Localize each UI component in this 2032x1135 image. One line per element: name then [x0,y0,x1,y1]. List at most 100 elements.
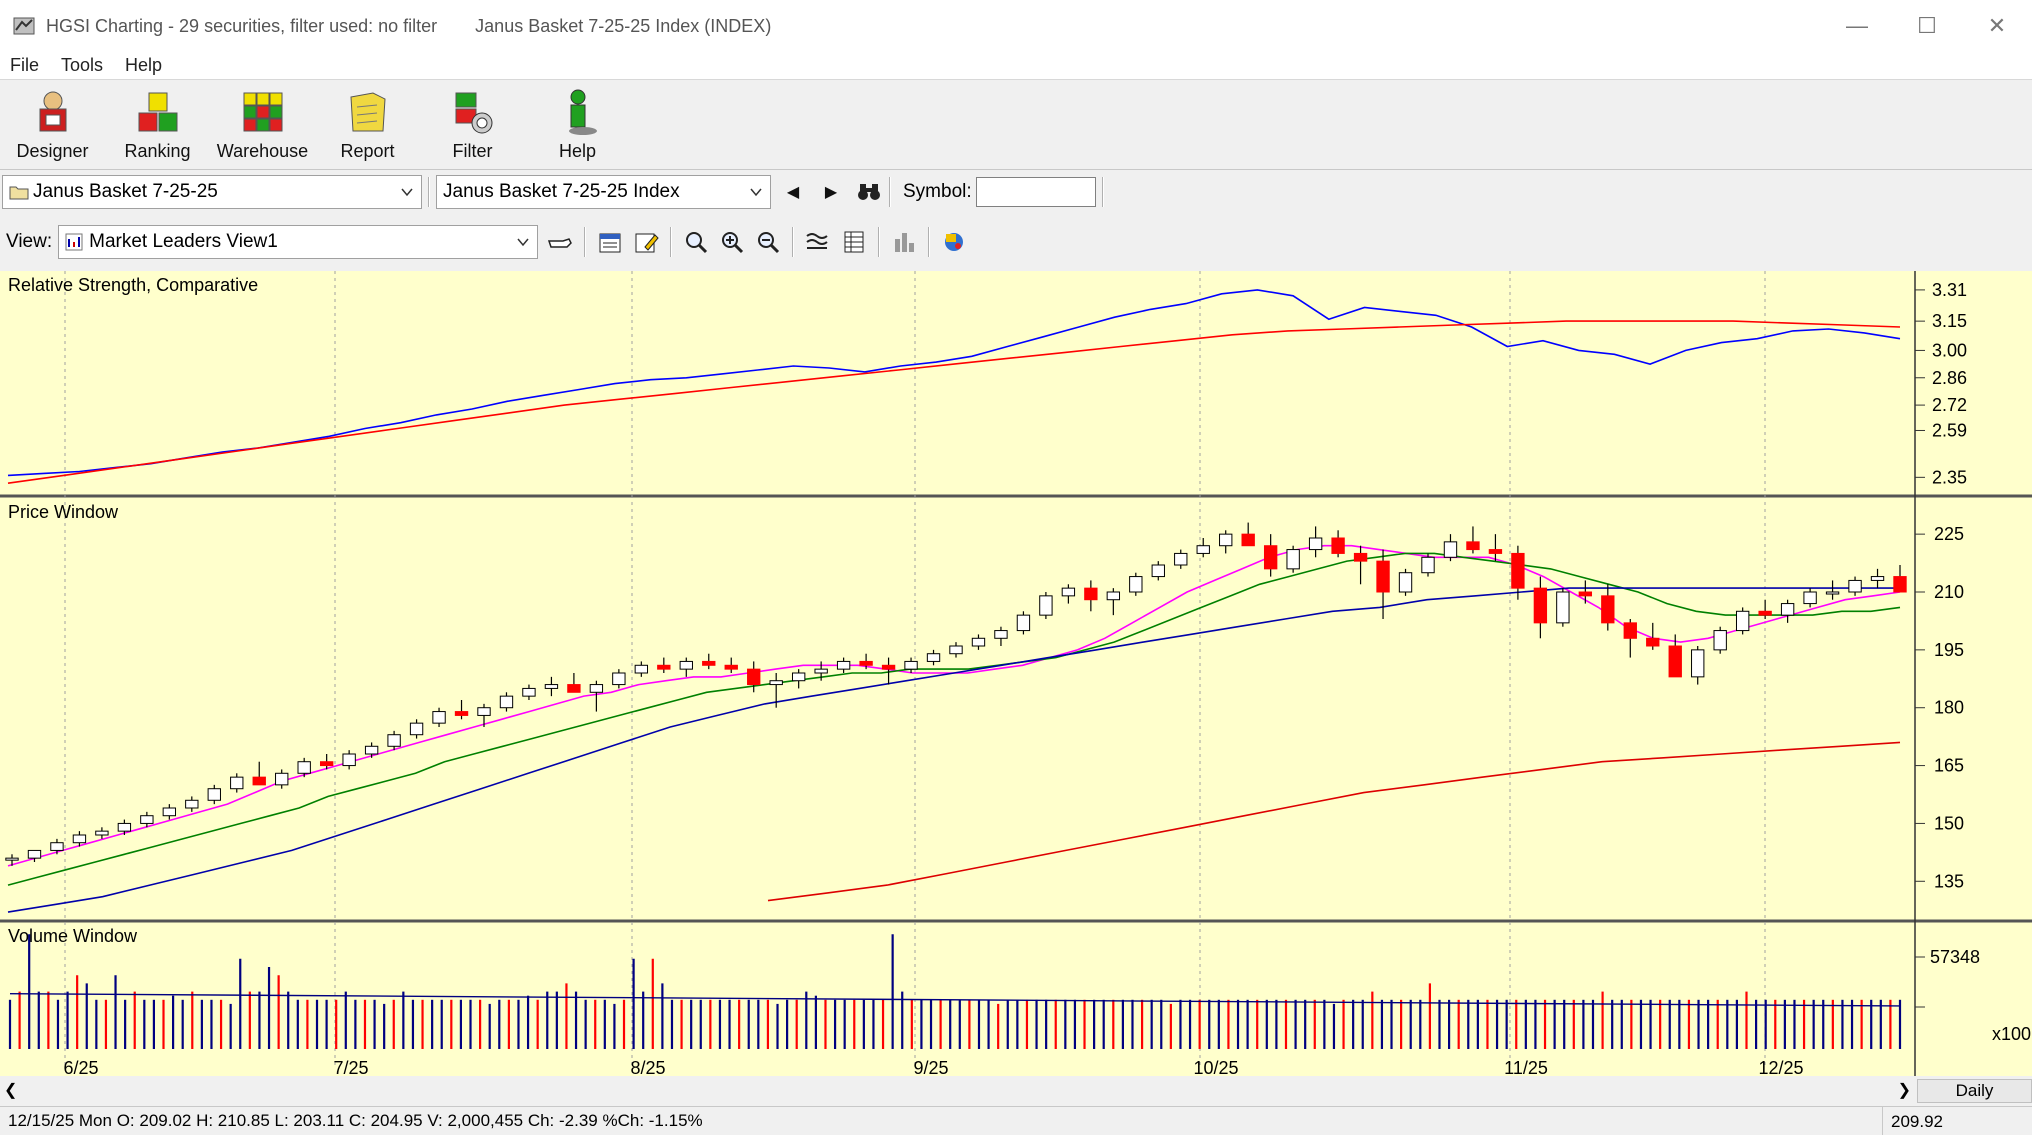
warehouse-button[interactable]: Warehouse [210,80,315,170]
candle-up[interactable] [836,660,851,670]
symbol-input[interactable] [975,177,1096,207]
candle-down[interactable] [1331,537,1345,554]
chart-type-button[interactable] [888,226,920,258]
candle-up[interactable] [342,753,356,767]
candle-up[interactable] [50,842,64,851]
candle-up[interactable] [814,668,828,674]
candle-down[interactable] [1668,645,1682,678]
candle-up[interactable] [1803,591,1817,605]
candle-up[interactable] [971,637,986,647]
candle-down[interactable] [1353,552,1368,562]
candle-up[interactable] [1061,587,1076,597]
candle-down[interactable] [1263,545,1278,570]
candle-up[interactable] [1825,591,1840,595]
candle-up[interactable] [95,830,109,836]
candle-down[interactable] [702,660,716,666]
candle-down[interactable] [657,664,671,670]
help-button[interactable]: Help [525,80,630,170]
candle-up[interactable] [1848,579,1862,593]
candle-up[interactable] [1713,630,1727,651]
candle-up[interactable] [1421,556,1435,574]
candle-up[interactable] [612,672,626,686]
candle-up[interactable] [634,664,649,674]
candle-up[interactable] [477,707,491,716]
candle-up[interactable] [1106,591,1121,601]
candle-up[interactable] [522,687,536,697]
data-table-button[interactable] [838,226,870,258]
candle-up[interactable] [544,684,559,689]
candle-up[interactable] [1196,545,1210,554]
candle-up[interactable] [1735,610,1750,632]
candle-up[interactable] [679,660,693,670]
minimize-button[interactable]: — [1822,0,1892,52]
period-button[interactable]: Daily [1917,1079,2032,1103]
maximize-button[interactable]: ☐ [1892,0,1962,52]
scroll-right-icon[interactable]: ❯ [1897,1082,1911,1099]
candle-up[interactable] [926,653,941,662]
candle-up[interactable] [117,822,132,832]
candle-up[interactable] [185,799,199,809]
candle-down[interactable] [724,664,738,670]
candle-up[interactable] [1129,576,1143,593]
candle-up[interactable] [791,672,806,682]
candle-up[interactable] [207,788,221,801]
candle-down[interactable] [747,668,761,686]
candle-down[interactable] [1511,552,1525,589]
candle-up[interactable] [994,630,1008,639]
candle-up[interactable] [27,849,42,859]
candle-up[interactable] [904,660,918,670]
candle-up[interactable] [1286,549,1300,570]
candle-down[interactable] [1758,610,1772,616]
candle-down[interactable] [859,660,873,666]
candle-up[interactable] [387,734,401,747]
zoom-button[interactable] [680,226,712,258]
filter-button[interactable]: Filter [420,80,525,170]
candle-up[interactable] [275,772,289,786]
scroll-left-icon[interactable]: ❮ [4,1082,18,1099]
designer-button[interactable]: Designer [0,80,105,170]
candle-up[interactable] [230,776,244,790]
candle-down[interactable] [567,684,581,693]
candle-up[interactable] [1443,541,1458,558]
menu-file[interactable]: File [10,55,40,75]
candle-up[interactable] [499,695,514,709]
candle-up[interactable] [409,722,424,736]
find-button[interactable] [855,178,883,206]
security-select[interactable]: Janus Basket 7-25-25 Index [436,175,771,209]
ranking-button[interactable]: Ranking [105,80,210,170]
candle-up[interactable] [432,711,446,724]
candle-down[interactable] [1241,533,1255,547]
color-scheme-button[interactable] [938,226,970,258]
view-manage-button[interactable] [544,226,576,258]
candle-down[interactable] [1893,576,1907,593]
candle-up[interactable] [1219,533,1233,547]
close-button[interactable]: ✕ [1962,0,2032,52]
candle-up[interactable] [1174,552,1188,566]
candle-up[interactable] [162,807,177,817]
chart-properties-button[interactable] [594,226,626,258]
candle-down[interactable] [454,711,469,716]
candle-down[interactable] [319,761,334,767]
zoom-out-button[interactable] [752,226,784,258]
zoom-in-button[interactable] [716,226,748,258]
edit-view-button[interactable] [630,226,662,258]
candle-up[interactable] [1308,537,1323,551]
candle-down[interactable] [252,776,266,786]
candle-down[interactable] [881,664,896,670]
horizontal-scrollbar[interactable]: ❮ ❯ [0,1076,1915,1106]
report-button[interactable]: Report [315,80,420,170]
candle-up[interactable] [1151,564,1165,578]
candle-up[interactable] [297,761,311,774]
candle-down[interactable] [1578,591,1593,597]
candle-down[interactable] [1466,541,1480,551]
candle-down[interactable] [1646,637,1660,647]
candle-up[interactable] [769,680,783,686]
view-select[interactable]: Market Leaders View1 [58,225,539,259]
candle-up[interactable] [1398,572,1413,593]
candle-up[interactable] [72,834,87,844]
chart-canvas[interactable]: 6/25 7/25 8/25 9/25 10/25 11/25 12/25 3.31 3.15 3… [0,271,2032,1079]
candle-down[interactable] [1533,587,1548,624]
candle-up[interactable] [364,745,379,755]
menu-tools[interactable]: Tools [61,55,104,75]
prev-security-button[interactable]: ◀ [779,178,807,206]
